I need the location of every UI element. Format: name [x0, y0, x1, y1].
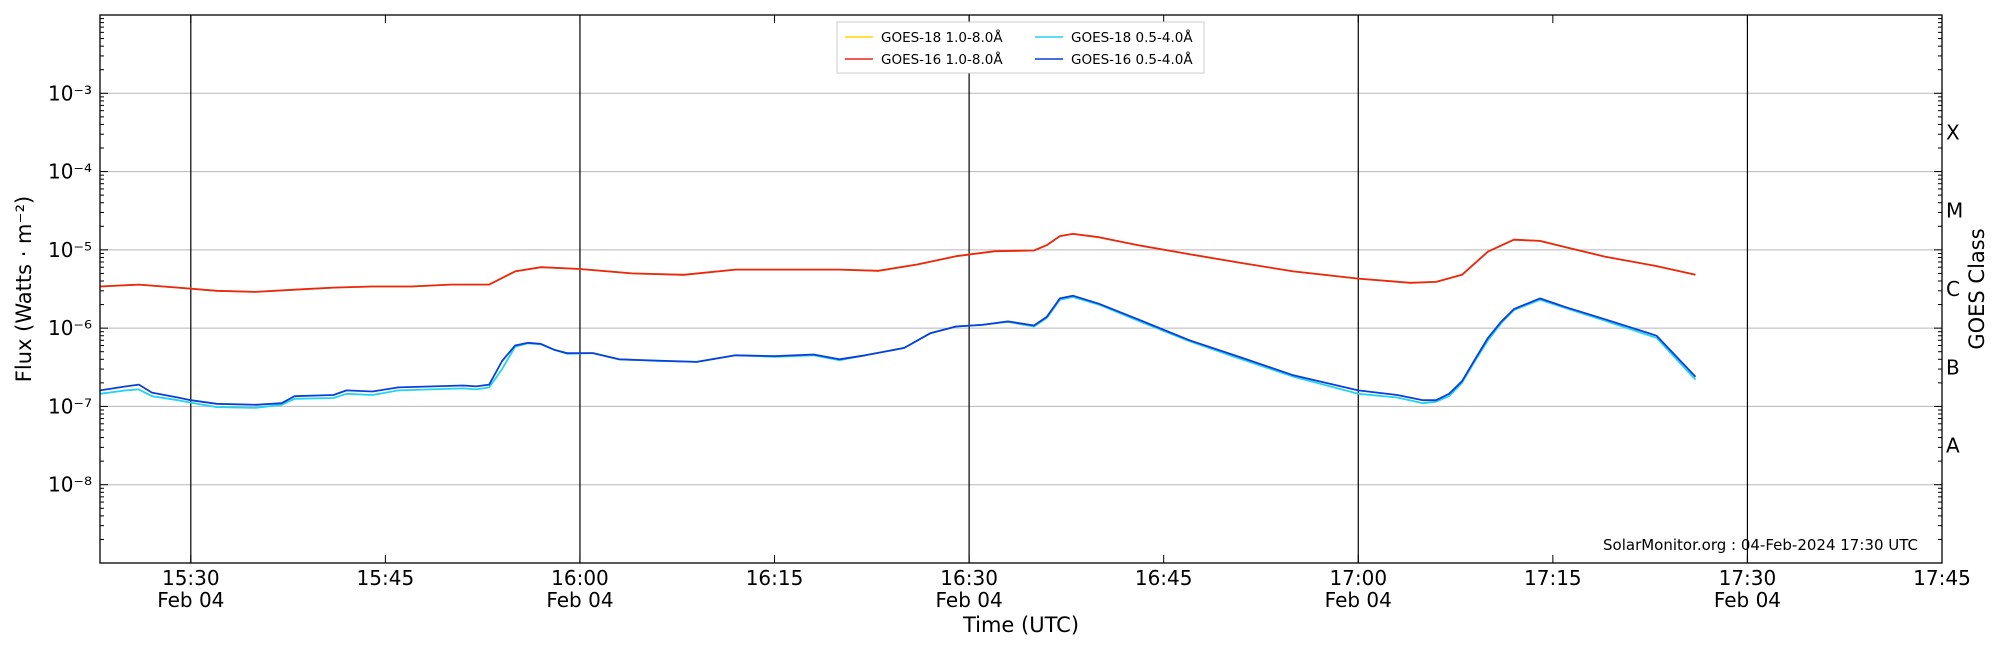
x-tick-date-label: Feb 04	[546, 588, 613, 612]
x-tick-label: 17:15	[1524, 566, 1582, 590]
x-tick-label: 17:30	[1719, 566, 1777, 590]
y-tick-label: 10⁻³	[48, 81, 92, 105]
y-tick-label: 10⁻⁸	[48, 473, 92, 497]
x-tick-label: 17:00	[1329, 566, 1387, 590]
goes-class-label: A	[1946, 434, 1960, 458]
goes-class-label: B	[1946, 355, 1960, 379]
legend-entry: GOES-16 1.0-8.0Å	[881, 51, 1003, 68]
x-tick-label: 16:45	[1135, 566, 1193, 590]
series-line	[99, 296, 1697, 409]
plot-background	[100, 15, 1942, 563]
y-axis-title: Flux (Watts · m⁻²)	[12, 196, 36, 382]
goes-class-label: M	[1946, 199, 1963, 223]
y-tick-label: 10⁻⁴	[48, 160, 92, 184]
y-tick-label: 10⁻⁷	[48, 394, 92, 418]
x-tick-date-label: Feb 04	[157, 588, 224, 612]
legend-entry: GOES-18 1.0-8.0Å	[881, 29, 1003, 46]
credit-text: SolarMonitor.org : 04-Feb-2024 17:30 UTC	[1603, 536, 1918, 554]
series-lines	[99, 232, 1697, 409]
plot-frame	[99, 14, 1943, 564]
x-tick-label: 16:15	[746, 566, 804, 590]
x-tick-date-label: Feb 04	[936, 588, 1003, 612]
x-tick-date-label: Feb 04	[1714, 588, 1781, 612]
legend-entry: GOES-16 0.5-4.0Å	[1071, 51, 1193, 68]
legend: GOES-18 1.0-8.0Å GOES-16 1.0-8.0Å GOES-18 …	[836, 21, 1205, 74]
x-tick-label: 15:45	[357, 566, 415, 590]
x-axis-title: Time (UTC)	[962, 613, 1079, 637]
series-line	[99, 232, 1696, 293]
y-tick-label: 10⁻⁵	[48, 238, 92, 262]
x-tick-label: 17:45	[1913, 566, 1971, 590]
x-tick-date-label: Feb 04	[1325, 588, 1392, 612]
grid-lines	[100, 15, 1942, 563]
goes-class-label: X	[1946, 120, 1960, 144]
x-tick-label: 16:30	[940, 566, 998, 590]
legend-entry: GOES-18 0.5-4.0Å	[1071, 29, 1193, 46]
goes-class-label: C	[1946, 277, 1960, 301]
x-tick-label: 15:30	[162, 566, 220, 590]
right-axis-title: GOES Class	[1965, 228, 1989, 349]
legend-box	[836, 21, 1205, 74]
series-line	[99, 294, 1697, 406]
y-tick-label: 10⁻⁶	[48, 316, 92, 340]
x-tick-label: 16:00	[551, 566, 609, 590]
